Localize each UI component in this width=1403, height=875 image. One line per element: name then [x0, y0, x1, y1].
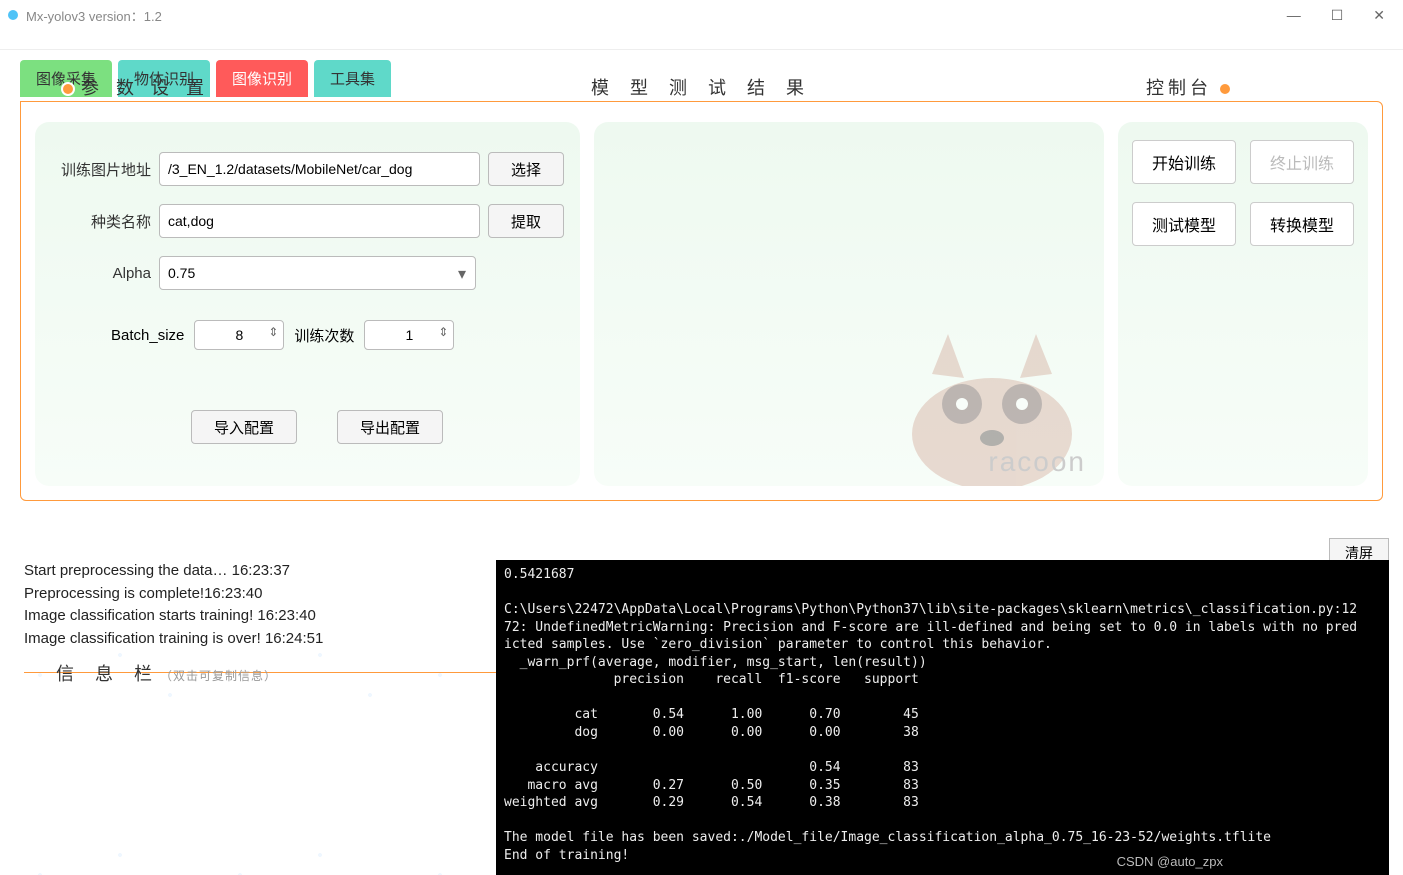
log-line: Preprocessing is complete!16:23:40	[24, 583, 494, 606]
log-line: Image classification training is over! 1…	[24, 628, 494, 651]
batch-input[interactable]	[194, 320, 284, 350]
train-path-label: 训练图片地址	[51, 159, 151, 180]
window-title: Mx-yolov3 version：1.2	[26, 6, 162, 25]
log-line: Start preprocessing the data… 16:23:37	[24, 560, 494, 583]
watermark: CSDN @auto_zpx	[1117, 854, 1223, 869]
tab-image-classification[interactable]: 图像识别	[216, 60, 308, 97]
class-input[interactable]	[159, 204, 480, 238]
import-config-button[interactable]: 导入配置	[191, 410, 297, 444]
extract-button[interactable]: 提取	[488, 204, 564, 238]
info-bar-title: 信 息 栏（双击可复制信息）	[56, 660, 277, 686]
maximize-button[interactable]: ☐	[1331, 7, 1344, 24]
info-bar-hint: （双击可复制信息）	[160, 669, 277, 683]
start-training-button[interactable]: 开始训练	[1132, 140, 1236, 184]
app-icon	[8, 10, 18, 20]
status-log: Start preprocessing the data… 16:23:37 P…	[24, 560, 494, 650]
results-panel: racoon	[594, 122, 1104, 486]
class-label: 种类名称	[51, 211, 151, 232]
console-output[interactable]: 0.5421687 C:\Users\22472\AppData\Local\P…	[496, 560, 1389, 875]
divider	[0, 30, 1403, 50]
window-titlebar: Mx-yolov3 version：1.2 — ☐ ✕	[0, 0, 1403, 30]
results-title: 模 型 测 试 结 果	[591, 74, 812, 100]
epochs-label: 训练次数	[294, 325, 354, 346]
params-title: 参 数 设 置	[61, 74, 210, 100]
convert-model-button[interactable]: 转换模型	[1250, 202, 1354, 246]
stop-training-button[interactable]: 终止训练	[1250, 140, 1354, 184]
train-path-input[interactable]	[159, 152, 480, 186]
close-button[interactable]: ✕	[1373, 7, 1385, 24]
minimize-button[interactable]: —	[1287, 7, 1301, 24]
racoon-label: racoon	[988, 446, 1086, 478]
alpha-label: Alpha	[51, 265, 151, 282]
params-panel: 训练图片地址 选择 种类名称 提取 Alpha Batch_size 训练次数 …	[35, 122, 580, 486]
main-panel: 参 数 设 置 模 型 测 试 结 果 控制台 训练图片地址 选择 种类名称 提…	[20, 101, 1383, 501]
info-bar-text: 信 息 栏	[56, 664, 160, 684]
log-line: Image classification starts training! 16…	[24, 605, 494, 628]
controls-panel: 开始训练 终止训练 测试模型 转换模型	[1118, 122, 1368, 486]
tab-tools[interactable]: 工具集	[314, 60, 391, 97]
epochs-input[interactable]	[364, 320, 454, 350]
choose-button[interactable]: 选择	[488, 152, 564, 186]
test-model-button[interactable]: 测试模型	[1132, 202, 1236, 246]
controls-title: 控制台	[1146, 74, 1232, 100]
export-config-button[interactable]: 导出配置	[337, 410, 443, 444]
batch-label: Batch_size	[111, 327, 184, 344]
alpha-select[interactable]	[159, 256, 476, 290]
